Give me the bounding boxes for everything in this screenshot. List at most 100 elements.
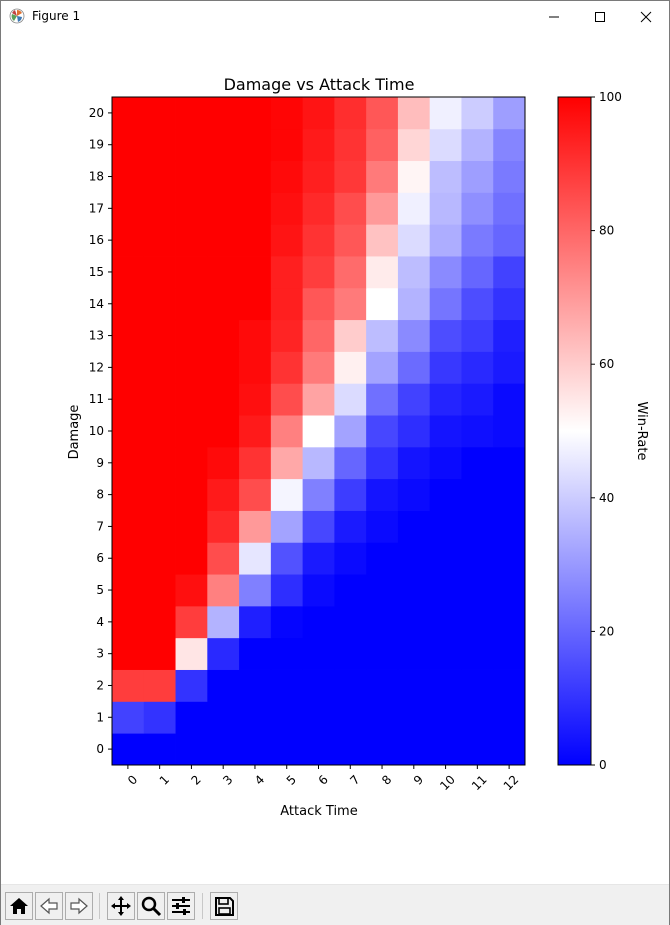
colorbar-tick-label: 0	[599, 758, 607, 772]
configure-subplots-button[interactable]	[167, 892, 195, 920]
forward-arrow-icon	[70, 897, 88, 915]
heatmap-cell	[239, 605, 272, 639]
heatmap-cell	[302, 574, 335, 607]
heatmap-cell	[461, 160, 494, 193]
forward-button[interactable]	[65, 892, 93, 920]
x-tick-label: 8	[379, 772, 394, 787]
heatmap-cell	[207, 319, 240, 352]
heatmap-cell	[334, 287, 367, 321]
x-tick-label: 5	[284, 772, 299, 787]
heatmap-cell	[143, 287, 176, 321]
heatmap-cell	[397, 319, 431, 352]
navigation-toolbar	[1, 884, 669, 925]
heatmap-cell	[493, 446, 526, 480]
heatmap-cell	[302, 415, 335, 448]
heatmap-cell	[461, 701, 494, 734]
heatmap-cell	[493, 351, 526, 384]
heatmap-cell	[461, 446, 494, 480]
heatmap-cell	[143, 701, 176, 734]
heatmap-cell	[493, 415, 526, 448]
heatmap-cell	[270, 287, 304, 321]
heatmap-cell	[143, 669, 176, 702]
heatmap-cell	[143, 224, 176, 257]
heatmap-cell	[397, 701, 431, 734]
heatmap-cell	[143, 415, 176, 448]
heatmap-cell	[461, 224, 494, 257]
heatmap-cell	[207, 446, 240, 480]
y-tick-label: 15	[89, 265, 104, 279]
minimize-button[interactable]	[531, 1, 577, 32]
x-tick-label: 11	[469, 772, 490, 793]
x-tick-label: 9	[411, 772, 426, 787]
heatmap-cell	[302, 733, 335, 766]
heatmap-cell	[207, 510, 240, 543]
x-tick-label: 4	[252, 772, 267, 787]
home-button[interactable]	[5, 892, 33, 920]
heatmap-cell	[397, 446, 431, 480]
heatmap-cell	[461, 510, 494, 543]
heatmap-cell	[112, 701, 145, 734]
close-button[interactable]	[623, 1, 669, 32]
heatmap-cell	[461, 415, 494, 448]
save-button[interactable]	[210, 892, 238, 920]
toolbar-separator	[99, 893, 100, 919]
heatmap-cell	[112, 733, 145, 766]
heatmap-cell	[397, 97, 431, 130]
close-icon	[640, 11, 652, 22]
heatmap-cell	[302, 542, 335, 575]
pan-button[interactable]	[107, 892, 135, 920]
figure-canvas[interactable]: Damage vs Attack Time 0 1 2 3 4 5 6 7 8 9 10 11 12 0…	[1, 32, 669, 884]
heatmap-cell	[461, 351, 494, 384]
back-button[interactable]	[35, 892, 63, 920]
heatmap-cell	[493, 605, 526, 639]
heatmap-cell	[397, 542, 431, 575]
heatmap-cell	[366, 415, 399, 448]
heatmap-cell	[397, 128, 431, 162]
heatmap-cell	[143, 160, 176, 193]
zoom-button[interactable]	[137, 892, 165, 920]
heatmap-cell	[143, 510, 176, 543]
heatmap-cell	[302, 287, 335, 321]
heatmap-cell	[397, 733, 431, 766]
heatmap-cell	[493, 574, 526, 607]
heatmap-cell	[302, 605, 335, 639]
heatmap-cell	[429, 160, 462, 193]
heatmap-cell	[112, 542, 145, 575]
heatmap-cell	[429, 415, 462, 448]
heatmap-cell	[175, 256, 208, 289]
heatmap-cell	[270, 637, 304, 670]
colorbar	[557, 96, 592, 766]
heatmap-cell	[112, 510, 145, 543]
heatmap-cell	[429, 733, 462, 766]
heatmap-cell	[493, 256, 526, 289]
heatmap-cell	[270, 224, 304, 257]
heatmap-cell	[397, 415, 431, 448]
heatmap-cell	[366, 574, 399, 607]
heatmap-cell	[175, 192, 208, 225]
x-tick-label: 1	[157, 772, 172, 787]
colorbar-tick-label: 60	[599, 357, 614, 371]
heatmap-cell	[429, 574, 462, 607]
y-tick-label: 18	[89, 170, 104, 184]
heatmap-cell	[461, 542, 494, 575]
x-tick-label: 6	[316, 772, 331, 787]
heatmap-cell	[207, 478, 240, 511]
heatmap-cell	[302, 351, 335, 384]
heatmap-cell	[334, 415, 367, 448]
heatmap-cell	[429, 637, 462, 670]
heatmap-cell	[112, 128, 145, 162]
heatmap-cell	[334, 383, 367, 416]
heatmap-cell	[366, 287, 399, 321]
heatmap-cell	[461, 192, 494, 225]
maximize-button[interactable]	[577, 1, 623, 32]
heatmap-cell	[366, 478, 399, 511]
heatmap-cell	[493, 701, 526, 734]
heatmap-cell	[207, 415, 240, 448]
heatmap-cell	[239, 733, 272, 766]
x-tick-label: 3	[220, 772, 235, 787]
x-tick-label: 7	[347, 772, 362, 787]
heatmap-cell	[270, 160, 304, 193]
y-tick-label: 20	[89, 106, 104, 120]
heatmap-cell	[112, 415, 145, 448]
y-tick-label: 8	[96, 488, 104, 502]
